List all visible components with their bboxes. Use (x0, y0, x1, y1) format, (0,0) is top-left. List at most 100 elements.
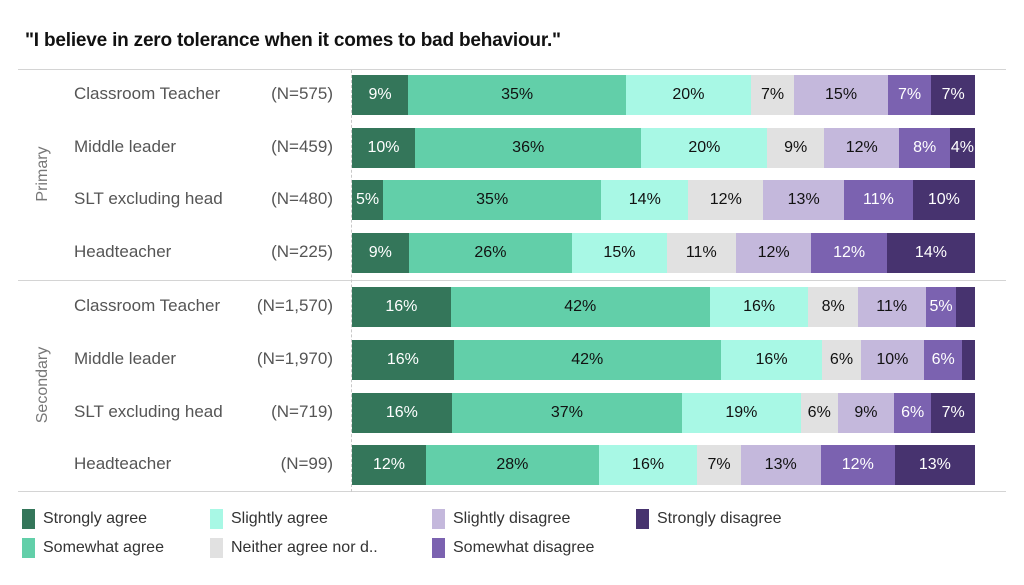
data-label: 12% (845, 139, 878, 156)
legend-swatch (432, 509, 445, 529)
data-label: 13% (918, 456, 951, 473)
data-label: 10% (927, 191, 960, 208)
bar-segment: 14% (601, 180, 689, 220)
legend-swatch (22, 538, 35, 558)
bar-segment: 6% (822, 340, 861, 380)
row-label: SLT excluding head (74, 402, 223, 421)
legend-label: Slightly disagree (453, 510, 571, 527)
bar-segment (956, 287, 975, 327)
bar-segment: 42% (453, 340, 721, 380)
data-label: 12% (372, 456, 406, 473)
bar-segment: 11% (666, 233, 736, 273)
bar-segment: 35% (408, 75, 627, 115)
legend-item: Slightly disagree (432, 509, 570, 529)
sample-size-label: (N=1,570) (256, 296, 333, 315)
legend-label: Somewhat disagree (453, 539, 595, 556)
chart-title: "I believe in zero tolerance when it com… (25, 30, 561, 51)
bar-segment: 13% (740, 445, 821, 485)
bar-segment: 12% (820, 445, 895, 485)
legend-item: Slightly agree (210, 509, 328, 529)
legend-label: Strongly disagree (657, 510, 782, 527)
sample-size-label: (N=1,970) (256, 349, 333, 368)
top-divider (18, 69, 1006, 70)
sample-size-label: (N=225) (271, 242, 333, 261)
data-label: 11% (685, 244, 717, 261)
sample-size-label: (N=719) (271, 402, 333, 421)
data-label: 8% (913, 139, 937, 156)
bar-segment: 20% (626, 75, 751, 115)
bar-segment: 16% (352, 287, 451, 327)
group-divider (18, 280, 1006, 281)
legend-label: Slightly agree (231, 510, 328, 527)
data-label: 12% (833, 244, 866, 261)
data-label: 7% (898, 86, 922, 103)
data-label: 15% (825, 86, 858, 103)
bar-segment: 16% (352, 340, 454, 380)
bar-segment: 37% (451, 393, 683, 433)
data-label: 19% (725, 404, 758, 421)
data-label: 35% (501, 86, 534, 103)
data-label: 4% (950, 139, 974, 156)
bar-segment: 9% (352, 75, 409, 115)
bar-segment: 16% (598, 445, 698, 485)
data-label: 16% (385, 298, 418, 315)
bar-segment (962, 340, 975, 380)
bar-segment: 28% (426, 445, 599, 485)
bar-baseline (351, 70, 352, 492)
data-label: 37% (550, 404, 583, 421)
row-label: Classroom Teacher (74, 296, 221, 315)
sample-size-label: (N=459) (271, 137, 333, 156)
data-label: 9% (784, 139, 808, 156)
bar-segment: 19% (682, 393, 801, 433)
bar-segment: 13% (763, 180, 845, 220)
data-label: 42% (564, 298, 597, 315)
bar-segment: 12% (811, 233, 887, 273)
data-label: 9% (368, 86, 392, 103)
data-label: 12% (841, 456, 874, 473)
bottom-divider (18, 491, 1006, 492)
row-label: Middle leader (74, 349, 177, 368)
data-label: 7% (707, 456, 731, 473)
bar-segment: 9% (767, 128, 824, 168)
data-label: 15% (603, 244, 636, 261)
row-label: Headteacher (74, 242, 172, 261)
row-label: Classroom Teacher (74, 84, 221, 103)
data-label: 20% (672, 86, 705, 103)
data-label: 10% (367, 139, 400, 156)
bar-segment: 12% (352, 445, 427, 485)
bar-segment: 16% (352, 393, 452, 433)
data-label: 16% (743, 298, 776, 315)
legend-item: Strongly disagree (636, 509, 782, 529)
bar-segment: 13% (894, 445, 975, 485)
bar-segment: 10% (912, 180, 975, 220)
legend-swatch (210, 538, 223, 558)
data-label: 10% (876, 351, 909, 368)
data-label: 16% (632, 456, 665, 473)
bar-segment: 5% (352, 180, 384, 220)
bar-segment: 16% (720, 340, 823, 380)
data-label: 7% (760, 86, 785, 103)
data-label: 14% (914, 244, 947, 261)
legend-swatch (432, 538, 445, 558)
bar-segment: 4% (949, 128, 975, 168)
bar-segment: 7% (697, 445, 741, 485)
legend-label: Neither agree nor d.. (231, 539, 378, 556)
bar-segment: 15% (794, 75, 888, 115)
legend-item: Strongly agree (22, 509, 147, 529)
legend-item: Somewhat disagree (432, 538, 594, 558)
data-label: 6% (807, 404, 831, 421)
data-label: 7% (941, 86, 965, 103)
data-label: 9% (368, 244, 392, 261)
legend-swatch (636, 509, 649, 529)
bar-segment: 6% (924, 340, 963, 380)
row-label: Middle leader (74, 137, 177, 156)
bar-segment: 10% (352, 128, 415, 168)
bar-segment: 6% (894, 393, 932, 433)
bar-segment: 15% (572, 233, 667, 273)
group-label-primary: Primary (34, 146, 51, 202)
legend-label: Somewhat agree (43, 539, 164, 556)
group-label-secondary: Secondary (34, 346, 51, 424)
data-label: 5% (356, 191, 380, 208)
data-label: 13% (764, 456, 797, 473)
data-label: 13% (787, 191, 820, 208)
